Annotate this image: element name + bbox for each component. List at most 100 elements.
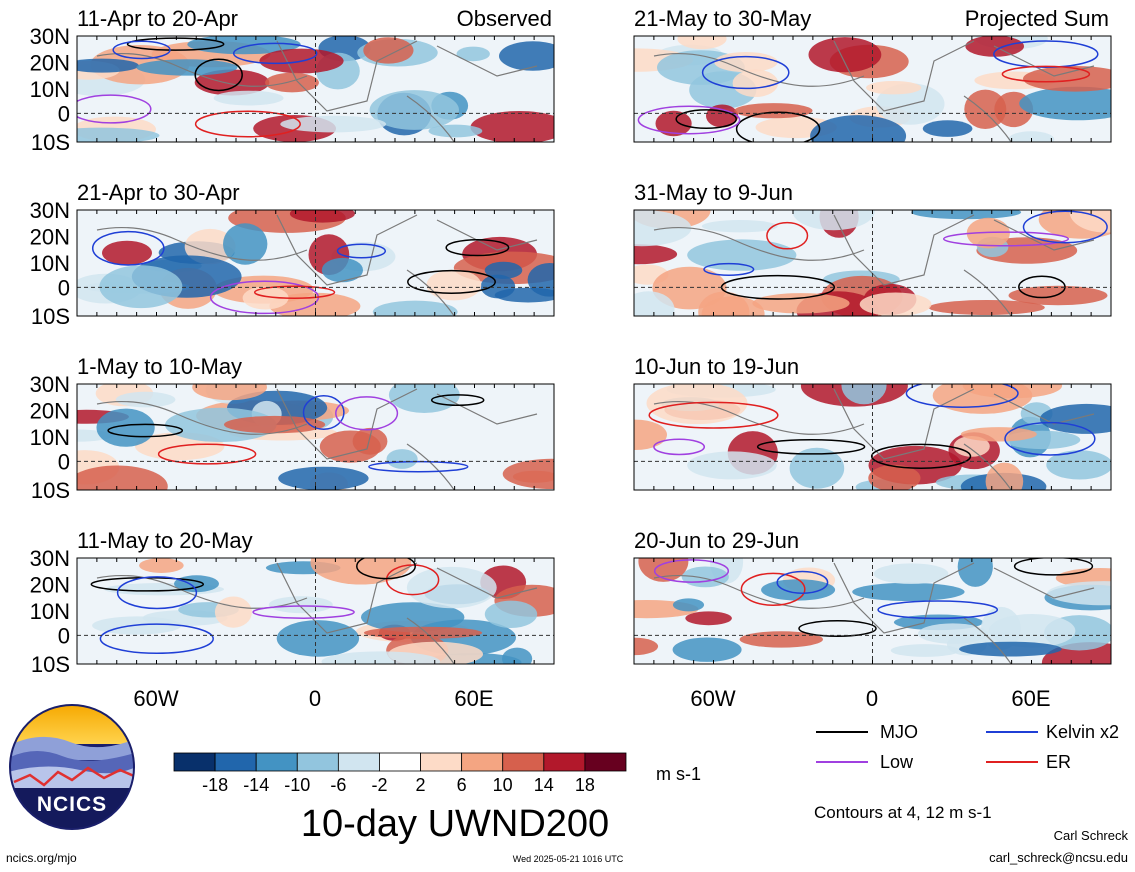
shading-blob (388, 384, 460, 413)
variable-title: 10-day UWND200 (301, 803, 609, 845)
shading-blob (96, 408, 155, 447)
colorbar-tick-label: -2 (371, 775, 387, 795)
shading-blob (873, 563, 949, 584)
y-tick-label: 30N (30, 198, 70, 223)
contour-line (445, 238, 510, 257)
panel-title: 20-Jun to 29-Jun (634, 528, 799, 553)
contour-line (232, 42, 318, 65)
map-panel: 10-Jun to 19-Jun (633, 354, 1112, 491)
shading-blob (701, 296, 765, 316)
colorbar: -18 -14 -10 -6 -2 2 6 10 14 18 (173, 752, 627, 795)
contour-line (735, 111, 821, 142)
x-tick-label: 60E (454, 686, 493, 711)
shading-blob (1019, 86, 1111, 121)
colorbar-tick-label: 6 (457, 775, 467, 795)
contour-line (905, 384, 1019, 408)
shading-blob (499, 41, 554, 71)
map-panels: 11-Apr to 20-Apr Observed30N20N10N010S21-… (30, 6, 1112, 677)
legend-label-kelvin: Kelvin x2 (1046, 722, 1119, 742)
y-tick-label: 20N (30, 225, 70, 250)
logo-text: NCICS (37, 793, 107, 816)
y-tick-label: 30N (30, 372, 70, 397)
y-tick-label: 10N (30, 599, 70, 624)
legend-label-mjo: MJO (880, 722, 918, 742)
timestamp: Wed 2025-05-21 1016 UTC (513, 854, 624, 864)
contour-line (637, 105, 741, 135)
panel-tag: Observed (457, 6, 552, 31)
map-panel: 31-May to 9-Jun (633, 180, 1112, 317)
source-url: ncics.org/mjo (6, 851, 77, 865)
shading-blob (646, 384, 748, 425)
contour-line (252, 605, 355, 619)
colorbar-swatch (379, 752, 421, 772)
shading-blob (319, 430, 381, 463)
shading-blob (470, 111, 554, 142)
coastline (653, 214, 1095, 316)
x-tick-label: 60E (1011, 686, 1050, 711)
shading-blob (890, 644, 960, 657)
colorbar-tick-label: 2 (415, 775, 425, 795)
y-tick-label: 30N (30, 546, 70, 571)
colorbar-swatch (296, 752, 339, 772)
colorbar-swatch (543, 752, 586, 772)
contour-line (253, 285, 336, 300)
colorbar-tick-label: -6 (330, 775, 346, 795)
units-label: m s-1 (656, 764, 701, 784)
contour-line (776, 570, 829, 595)
shading-blob (918, 623, 988, 644)
y-tick-label: 10N (30, 425, 70, 450)
shading-blob (224, 415, 326, 434)
shading-blob (1046, 450, 1111, 480)
shading-blob (761, 579, 836, 601)
contour-line (194, 110, 301, 138)
contour-line (77, 94, 152, 124)
colorbar-swatch (461, 752, 504, 772)
ncics-logo: NCICS (9, 704, 135, 830)
y-tick-label: 0 (58, 275, 70, 300)
shading-blob (1069, 210, 1111, 233)
contour-note: Contours at 4, 12 m s-1 (814, 803, 992, 822)
contour-line (336, 243, 387, 259)
x-tick-label: 0 (309, 686, 321, 711)
panel-tag: Projected Sum (965, 6, 1109, 31)
shading-blob (928, 300, 1045, 315)
shading-blob (77, 465, 168, 490)
colorbar-tick-label: 18 (575, 775, 595, 795)
coastline (653, 388, 1095, 490)
shading-blob (372, 300, 458, 316)
y-tick-label: 20N (30, 399, 70, 424)
y-tick-label: 10N (30, 251, 70, 276)
shading-blob (139, 558, 184, 573)
y-tick-label: 0 (58, 449, 70, 474)
contour-line (356, 558, 416, 580)
contour-line (302, 395, 345, 430)
shading-blob (852, 582, 965, 602)
shading-blob (1023, 66, 1111, 92)
shading-blob (687, 451, 777, 480)
contour-line (1001, 65, 1091, 83)
contour-line (107, 423, 184, 438)
contour-line (194, 58, 243, 92)
coastline (96, 562, 538, 664)
shading-blob (789, 447, 845, 489)
shading-blob (363, 37, 414, 64)
shading-blob (321, 257, 363, 283)
colorbar-swatch (173, 752, 216, 772)
coastline (96, 214, 538, 316)
shading-blob (868, 464, 921, 490)
shading-blob (428, 124, 483, 138)
shading-blob (957, 558, 993, 587)
shading-blob (752, 293, 850, 314)
contour-line (756, 438, 866, 455)
y-tick-label: 30N (30, 24, 70, 49)
shading-blob (1008, 131, 1055, 142)
shading-blob (634, 291, 675, 316)
contour-line (91, 230, 165, 266)
legend: MJO Kelvin x2 Low ER (816, 722, 1119, 772)
shading-blob (672, 637, 742, 662)
contour-line (653, 438, 706, 456)
shading-blob (866, 81, 922, 95)
contour-line (1004, 421, 1096, 456)
